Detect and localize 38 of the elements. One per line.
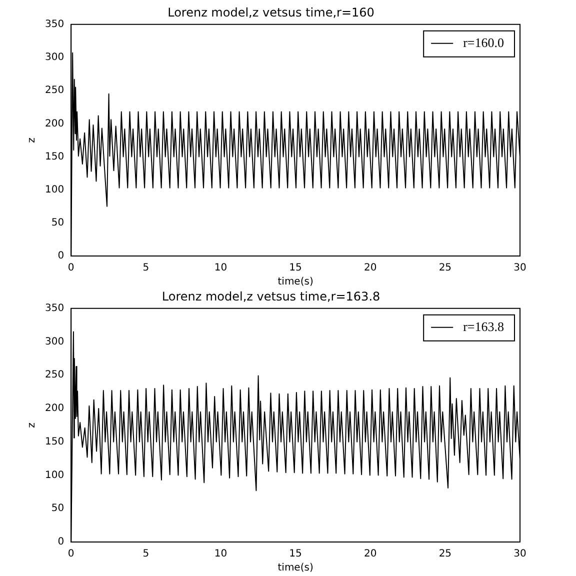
x-tick-label: 20 <box>364 262 377 274</box>
x-tick-label: 25 <box>438 262 452 274</box>
y-tick-label: 350 <box>44 18 64 30</box>
x-tick-label: 15 <box>289 262 302 274</box>
x-tick-label: 15 <box>289 548 302 560</box>
x-tick-label: 20 <box>364 548 377 560</box>
chart-title: Lorenz model,z vetsus time,r=160 <box>168 5 374 20</box>
y-tick-label: 200 <box>44 118 64 130</box>
x-tick-label: 30 <box>514 548 526 560</box>
y-tick-label: 150 <box>44 436 64 448</box>
y-tick-label: 100 <box>44 470 64 481</box>
y-axis-title: z <box>26 138 38 143</box>
x-axis-title: time(s) <box>278 276 314 288</box>
y-tick-label: 250 <box>44 370 64 381</box>
y-tick-label: 0 <box>58 250 64 262</box>
y-tick-label: 250 <box>44 85 64 96</box>
y-tick-label: 200 <box>44 403 64 414</box>
y-axis-title: z <box>26 422 38 428</box>
y-tick-label: 350 <box>44 302 64 314</box>
x-tick-label: 5 <box>142 548 150 560</box>
y-tick-label: 50 <box>51 503 64 514</box>
legend-label: r=160.0 <box>463 34 504 50</box>
x-tick-label: 5 <box>142 262 150 274</box>
chart-title: Lorenz model,z vetsus time,r=163.8 <box>162 289 380 304</box>
y-tick-label: 300 <box>44 52 64 64</box>
y-tick-label: 50 <box>51 218 64 229</box>
legend-label: r=163.8 <box>463 318 504 334</box>
y-tick-label: 100 <box>44 184 64 196</box>
x-axis-title: time(s) <box>278 562 314 574</box>
x-tick-label: 10 <box>214 262 228 274</box>
x-tick-label: 30 <box>514 262 526 274</box>
y-tick-label: 300 <box>44 336 64 348</box>
y-tick-label: 150 <box>44 151 64 162</box>
y-tick-label: 0 <box>58 536 64 548</box>
x-tick-label: 25 <box>438 548 452 560</box>
x-tick-label: 0 <box>68 548 74 560</box>
x-tick-label: 0 <box>68 262 74 274</box>
x-tick-label: 10 <box>214 548 228 560</box>
